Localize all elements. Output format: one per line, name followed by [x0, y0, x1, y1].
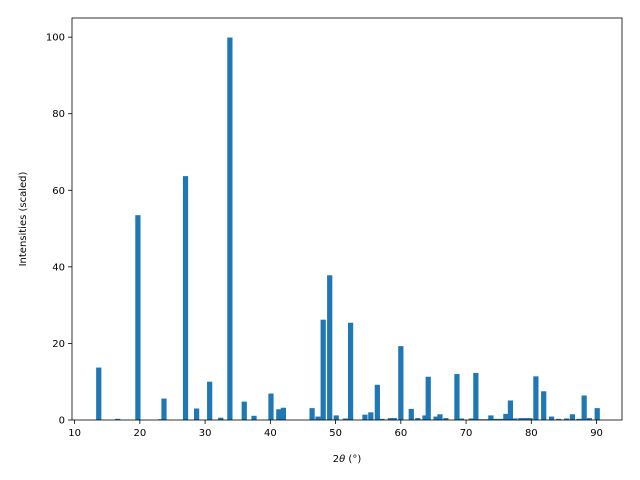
bar-51: [533, 376, 539, 420]
bar-11: [251, 415, 257, 420]
bar-13: [276, 409, 282, 420]
y-tick-label: 20: [52, 339, 65, 350]
x-tick-label: 60: [394, 428, 407, 439]
bar-55: [563, 418, 570, 420]
bar-22: [362, 414, 368, 420]
bar-46: [507, 400, 514, 420]
x-tick-label: 90: [590, 428, 603, 439]
x-tick-label: 10: [68, 428, 81, 439]
bar-9: [227, 37, 233, 420]
y-tick-label: 100: [46, 33, 65, 44]
bar-54: [556, 418, 562, 420]
bar-59: [586, 418, 592, 420]
bar-15: [309, 408, 315, 420]
bar-26: [387, 418, 393, 420]
bar-44: [498, 418, 504, 420]
x-axis-label: 2θ (°): [333, 454, 362, 465]
y-tick-label: 60: [52, 186, 65, 197]
bar-39: [473, 372, 479, 420]
bar-29: [408, 408, 414, 420]
bar-4: [161, 398, 167, 420]
bar-56: [569, 414, 576, 420]
bar-0: [96, 367, 102, 420]
bar-5: [182, 176, 189, 420]
bar-53: [548, 416, 555, 420]
bar-60: [594, 408, 600, 420]
x-tick-label: 50: [329, 428, 342, 439]
bar-57: [576, 418, 582, 420]
bar-37: [458, 418, 465, 420]
bar-23: [368, 412, 374, 420]
bar-43: [493, 418, 499, 420]
bar-38: [468, 418, 474, 420]
y-tick-label: 80: [52, 109, 65, 120]
bar-10: [241, 401, 247, 420]
bar-35: [443, 418, 449, 420]
bar-21: [347, 322, 354, 420]
x-axis-ticks: 10 20 30 40 50 60 70 80 90: [68, 420, 603, 439]
bar-50: [527, 418, 533, 420]
bar-34: [437, 414, 443, 420]
bar-18: [327, 275, 333, 420]
y-axis-label: Intensities (scaled): [18, 171, 29, 266]
bar-33: [433, 416, 439, 420]
bar-14: [280, 407, 286, 420]
bar-52: [541, 391, 547, 420]
bar-30: [415, 418, 421, 420]
x-tick-label: 20: [133, 428, 146, 439]
bar-series: [96, 37, 600, 420]
bar-2: [135, 215, 141, 420]
bar-17: [320, 319, 326, 420]
bar-58: [581, 395, 587, 420]
bar-20: [342, 418, 348, 420]
bar-31: [422, 415, 428, 420]
bar-48: [518, 418, 524, 420]
y-axis-ticks: 0 20 40 60 80 100: [46, 33, 72, 427]
x-tick-label: 80: [525, 428, 538, 439]
bar-8: [218, 417, 224, 420]
x-tick-label: 70: [460, 428, 473, 439]
y-tick-label: 40: [52, 262, 65, 273]
bar-27: [391, 418, 397, 420]
bar-49: [523, 418, 529, 420]
bar-12: [268, 393, 274, 420]
bar-24: [374, 384, 380, 420]
bar-16: [315, 416, 321, 420]
bar-36: [454, 374, 460, 420]
x-tick-label: 30: [199, 428, 212, 439]
bar-1: [115, 418, 121, 420]
x-tick-label: 40: [264, 428, 277, 439]
bar-45: [503, 413, 509, 420]
bar-6: [194, 408, 200, 420]
bar-47: [512, 418, 518, 420]
y-tick-label: 0: [59, 416, 65, 427]
plot-frame: [71, 17, 623, 421]
bar-19: [333, 415, 339, 420]
bar-32: [425, 376, 431, 420]
bar-42: [488, 415, 494, 420]
bar-28: [398, 346, 404, 420]
bar-7: [207, 381, 213, 420]
bar-25: [379, 418, 385, 420]
